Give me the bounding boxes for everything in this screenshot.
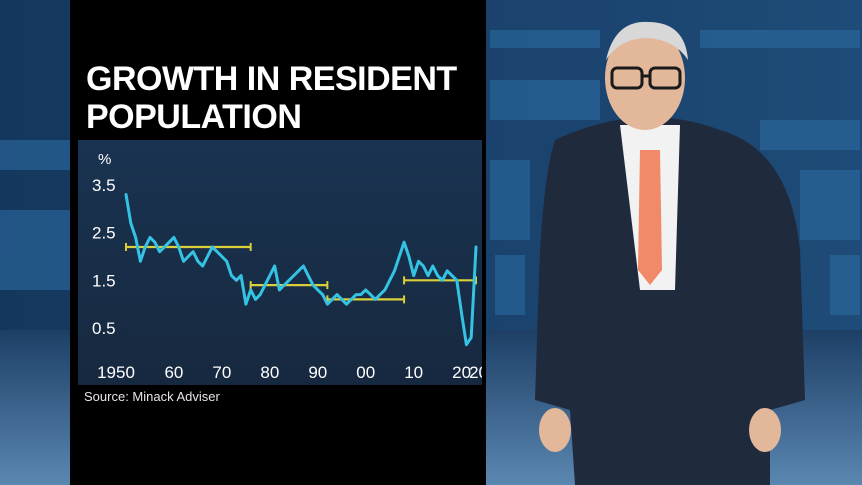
x-tick-label: 80 xyxy=(260,363,279,382)
x-tick-label: 10 xyxy=(404,363,423,382)
y-axis-unit-label: % xyxy=(98,151,111,168)
y-tick-label: 3.5 xyxy=(92,176,116,195)
x-tick-label: 2023 xyxy=(469,363,482,382)
title-line-2: POPULATION xyxy=(86,98,302,136)
x-tick-label: 70 xyxy=(212,363,231,382)
source-note: Source: Minack Adviser xyxy=(84,389,220,404)
x-tick-label: 60 xyxy=(164,363,183,382)
chart-area: % 3.5 2.5 1.5 0.5 1950 60 70 80 90 00 10 202023 xyxy=(78,140,482,385)
x-tick-label: 20 xyxy=(452,363,471,382)
screen-wall xyxy=(0,30,860,315)
x-tick-label: 00 xyxy=(356,363,375,382)
y-tick-label: 0.5 xyxy=(92,319,116,338)
title-line-1: GROWTH IN RESIDENT xyxy=(86,60,457,98)
chart-title: GROWTH IN RESIDENT POPULATION xyxy=(86,60,476,136)
line-chart: % 3.5 2.5 1.5 0.5 1950 60 70 80 90 00 10 202023 xyxy=(92,151,482,382)
y-tick-label: 1.5 xyxy=(92,271,116,290)
x-tick-label: 1950 xyxy=(97,363,135,382)
x-tick-label: 90 xyxy=(308,363,327,382)
y-tick-label: 2.5 xyxy=(92,224,116,243)
population-growth-series-line xyxy=(124,193,478,347)
presenter xyxy=(535,21,805,485)
